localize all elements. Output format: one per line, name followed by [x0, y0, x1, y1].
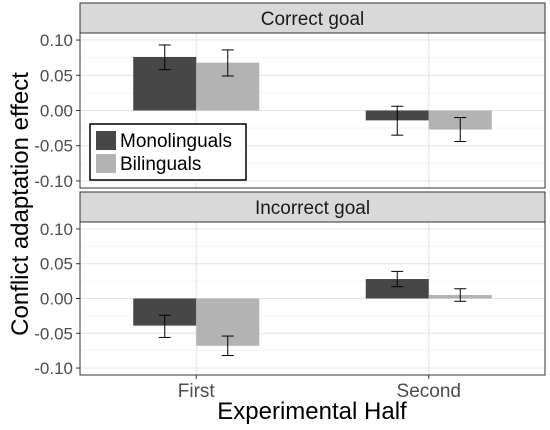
- y-tick-label: -0.10: [34, 359, 73, 378]
- x-tick-label: First: [178, 381, 216, 402]
- x-axis-label: Experimental Half: [217, 398, 407, 425]
- y-tick-label: 0.00: [40, 102, 73, 121]
- y-tick-label: 0.10: [40, 31, 73, 50]
- y-tick-label: -0.05: [34, 137, 73, 156]
- x-tick-label: Second: [397, 381, 461, 402]
- y-axis-label: Conflict adaptation effect: [7, 72, 34, 336]
- panel-strip: [79, 191, 546, 223]
- legend-label: Bilinguals: [120, 154, 201, 175]
- y-tick-label: -0.05: [34, 324, 73, 343]
- legend-label: Monolinguals: [120, 131, 232, 152]
- y-tick-label: 0.05: [40, 255, 73, 274]
- y-tick-label: 0.05: [40, 66, 73, 85]
- panel-title: Incorrect goal: [255, 198, 370, 219]
- plot-layer: Correct goal 0.10 0.05 0.00 -0.05 -0.10 Monoli…: [34, 2, 546, 402]
- bar-monolinguals: [365, 279, 429, 299]
- panel-strip: [79, 2, 546, 34]
- y-tick-label: 0.10: [40, 220, 73, 239]
- legend-key: [96, 154, 116, 173]
- panel-title: Correct goal: [261, 9, 365, 30]
- y-tick-label: 0.00: [40, 290, 73, 309]
- legend-key: [96, 131, 116, 150]
- y-tick-label: -0.10: [34, 172, 73, 191]
